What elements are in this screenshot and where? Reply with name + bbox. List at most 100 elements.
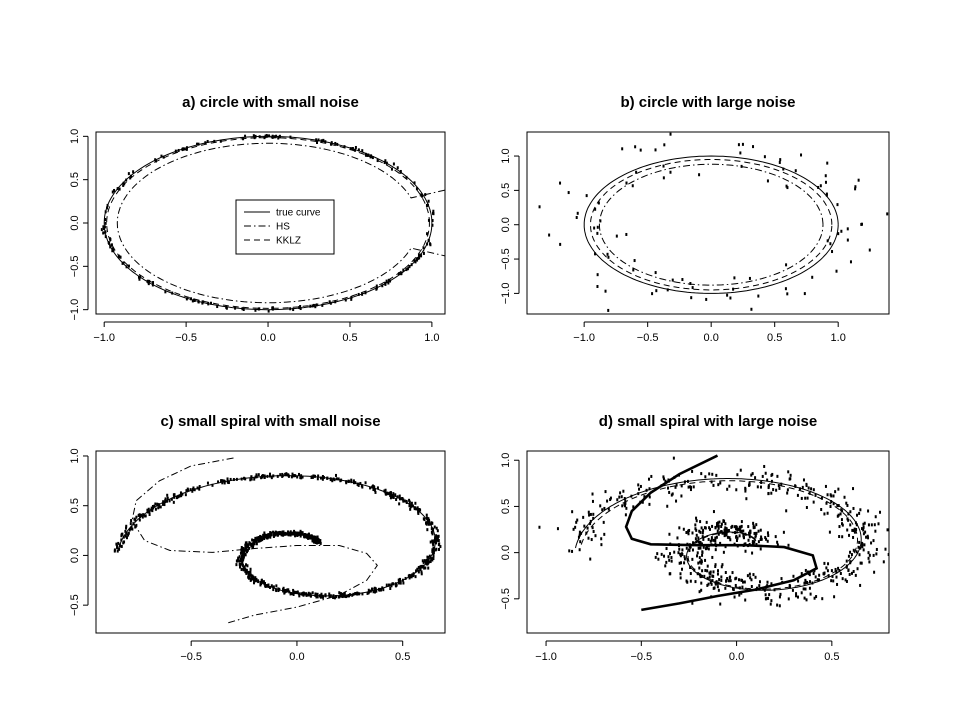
data-point	[796, 493, 799, 497]
data-point	[850, 553, 853, 557]
data-point	[706, 583, 709, 587]
data-point	[141, 515, 144, 519]
data-point	[313, 540, 316, 544]
data-point	[862, 548, 865, 552]
data-point	[245, 541, 248, 545]
data-point	[689, 545, 692, 549]
data-point	[716, 585, 719, 589]
data-point	[830, 569, 833, 573]
y-tick-label: 0.0	[500, 217, 512, 232]
data-point	[808, 573, 811, 577]
data-point	[276, 474, 279, 478]
data-point	[700, 561, 703, 565]
data-point	[415, 569, 418, 573]
data-point	[709, 539, 712, 543]
data-point	[867, 523, 870, 527]
data-point	[632, 505, 635, 509]
y-tick-label: 1.0	[500, 148, 512, 163]
data-point	[247, 576, 250, 580]
data-point	[251, 538, 254, 542]
data-point	[398, 581, 401, 585]
data-point	[689, 572, 692, 576]
data-point	[625, 506, 628, 510]
data-point	[691, 601, 694, 605]
data-point	[832, 494, 835, 498]
data-point	[657, 557, 660, 561]
data-point	[832, 502, 835, 506]
data-point	[575, 520, 578, 524]
data-point	[818, 573, 821, 577]
data-point	[803, 581, 806, 585]
data-point	[662, 477, 665, 481]
panel-d: d) small spiral with large noise −1.0 −0.5…	[500, 413, 890, 663]
data-point	[717, 524, 720, 528]
data-point	[750, 584, 753, 588]
data-point	[748, 483, 751, 487]
data-point	[770, 599, 773, 603]
data-point	[874, 515, 877, 519]
data-point	[321, 477, 324, 481]
y-tick-label: 1.0	[500, 453, 512, 468]
data-point	[766, 580, 769, 584]
data-point	[763, 464, 766, 468]
data-point	[308, 536, 311, 540]
data-point	[148, 510, 151, 514]
data-point	[346, 594, 349, 598]
data-point	[419, 566, 422, 570]
data-point	[599, 504, 602, 508]
data-point	[390, 167, 393, 171]
data-point	[694, 537, 697, 541]
data-point	[836, 504, 839, 508]
data-point	[742, 534, 745, 538]
data-point	[727, 528, 730, 532]
data-point	[735, 525, 738, 529]
data-point	[250, 544, 253, 548]
data-point	[307, 536, 310, 540]
data-point	[604, 289, 607, 293]
data-point	[357, 483, 360, 487]
data-point	[293, 590, 296, 594]
data-point	[687, 485, 690, 489]
data-point	[668, 558, 671, 562]
data-point	[710, 536, 713, 540]
data-point	[702, 528, 705, 532]
data-point	[172, 500, 175, 504]
data-point	[389, 491, 392, 495]
data-point	[760, 537, 763, 541]
data-point	[264, 584, 267, 588]
data-point	[720, 530, 723, 534]
data-point	[776, 603, 779, 607]
data-point	[201, 301, 204, 305]
data-point	[332, 595, 335, 599]
data-point	[394, 493, 397, 497]
data-point	[374, 490, 377, 494]
data-point	[886, 528, 889, 532]
data-point	[314, 305, 317, 309]
data-point	[250, 477, 253, 481]
data-point	[425, 558, 428, 562]
data-point	[354, 145, 357, 149]
data-point	[757, 294, 760, 298]
data-point	[712, 538, 715, 542]
data-point	[737, 143, 740, 147]
data-point	[768, 593, 771, 597]
data-point	[309, 592, 312, 596]
data-point	[609, 496, 612, 500]
data-point	[778, 604, 781, 608]
data-point	[755, 531, 758, 535]
data-point	[162, 500, 165, 504]
data-point	[778, 160, 781, 164]
data-point	[373, 488, 376, 492]
data-point	[849, 260, 852, 264]
data-point	[825, 192, 828, 196]
data-point	[711, 555, 714, 559]
panel-c: c) small spiral with small noise −0.5 0.0 0…	[69, 413, 446, 663]
data-point	[848, 572, 851, 576]
data-point	[753, 525, 756, 529]
data-point	[333, 478, 336, 482]
data-point	[691, 286, 694, 290]
data-point	[757, 529, 760, 533]
data-point	[275, 584, 278, 588]
data-point	[725, 578, 728, 582]
data-point	[622, 489, 625, 493]
